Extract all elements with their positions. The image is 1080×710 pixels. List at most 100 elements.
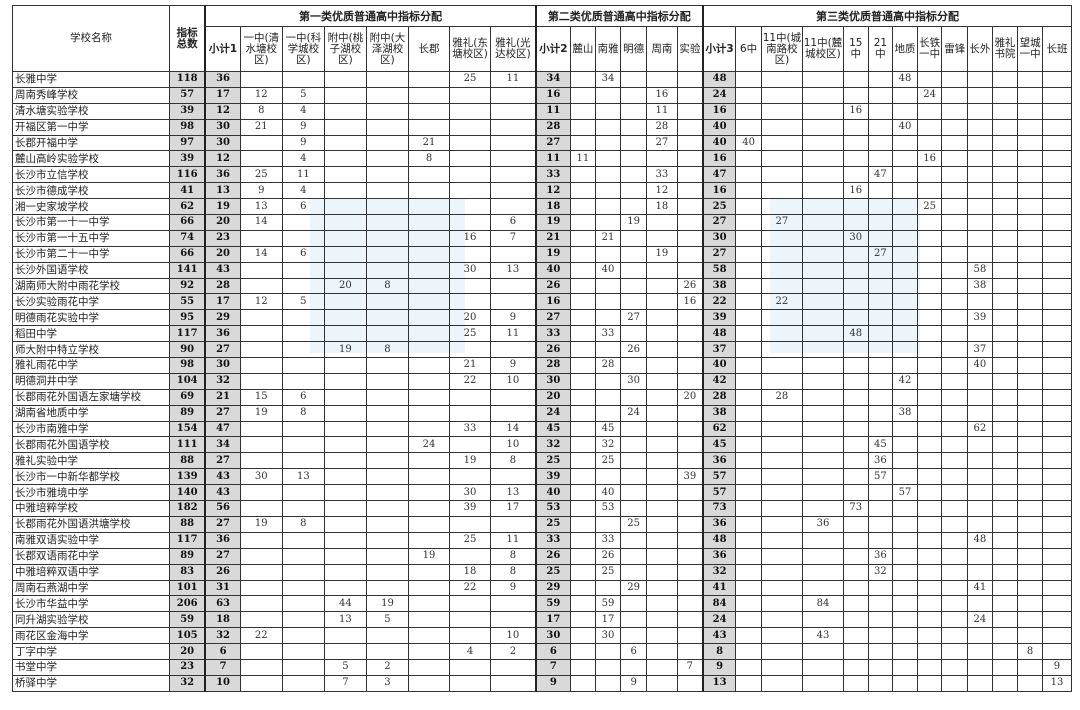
- quota-cell: [490, 388, 537, 406]
- quota-cell: [570, 484, 596, 502]
- quota-cell: [916, 325, 943, 343]
- quota-cell: [842, 261, 869, 279]
- quota-cell: [801, 420, 844, 438]
- quota-cell: [449, 102, 492, 120]
- quota-cell: [801, 547, 844, 565]
- quota-cell: [1041, 500, 1073, 517]
- total-cell: 88: [168, 515, 206, 533]
- quota-cell: [941, 277, 969, 295]
- quota-cell: [407, 420, 451, 438]
- quota-cell: [281, 372, 325, 390]
- subtotal-cell: 23: [204, 229, 241, 247]
- quota-cell: [594, 102, 622, 120]
- quota-cell: [867, 420, 894, 438]
- quota-cell: [490, 658, 537, 676]
- quota-cell: [842, 388, 869, 406]
- subtotal-cell: 20: [204, 245, 241, 263]
- column-header: 长班: [1041, 26, 1073, 72]
- quota-cell: [323, 71, 367, 88]
- quota-cell: [570, 579, 596, 597]
- quota-cell: [594, 404, 622, 422]
- quota-cell: [490, 293, 537, 311]
- quota-cell: [676, 245, 704, 263]
- subtotal-cell: 27: [204, 547, 241, 565]
- table-row: 长沙市第一十五中学 74 23 16 7 21 21 30 30: [12, 229, 1073, 247]
- quota-cell: [967, 293, 993, 311]
- subtotal-cell: 26: [534, 277, 572, 295]
- quota-cell: [735, 245, 762, 263]
- quota-cell: 8: [490, 452, 537, 470]
- quota-cell: [620, 245, 647, 263]
- quota-cell: [620, 71, 647, 88]
- column-header: 长郡: [407, 26, 451, 72]
- school-name-cell: 南雅双语实验中学: [12, 531, 170, 549]
- quota-cell: [323, 515, 367, 533]
- quota-cell: [892, 357, 918, 374]
- subtotal-cell: 32: [534, 436, 572, 454]
- quota-cell: [892, 388, 918, 406]
- quota-cell: [842, 531, 869, 549]
- subtotal-cell: 16: [701, 182, 737, 200]
- quota-cell: [676, 71, 704, 88]
- quota-cell: [594, 166, 622, 184]
- quota-cell: [645, 357, 678, 374]
- quota-cell: [941, 436, 969, 454]
- column-header: 附中(大泽湖校区): [365, 26, 410, 72]
- quota-cell: [281, 261, 325, 279]
- subtotal-cell: 57: [701, 468, 737, 486]
- quota-cell: [801, 357, 844, 374]
- quota-cell: [365, 579, 410, 597]
- quota-cell: [449, 150, 492, 168]
- quota-cell: [842, 547, 869, 565]
- quota-cell: [281, 229, 325, 247]
- quota-cell: [842, 277, 869, 295]
- quota-cell: [916, 71, 943, 88]
- quota-cell: [967, 150, 993, 168]
- quota-cell: 42: [892, 372, 918, 390]
- quota-cell: [941, 245, 969, 263]
- quota-cell: [801, 309, 844, 327]
- quota-cell: [239, 674, 283, 692]
- quota-cell: [991, 261, 1019, 279]
- quota-cell: [991, 500, 1019, 517]
- quota-cell: [760, 245, 803, 263]
- quota-cell: [842, 309, 869, 327]
- quota-cell: [842, 515, 869, 533]
- quota-cell: [620, 388, 647, 406]
- quota-cell: [867, 86, 894, 104]
- quota-cell: [760, 229, 803, 247]
- quota-cell: [1041, 166, 1073, 184]
- total-cell: 206: [168, 595, 206, 613]
- quota-cell: [1017, 484, 1043, 502]
- subtotal-cell: 26: [204, 563, 241, 581]
- quota-cell: [365, 325, 410, 343]
- quota-cell: [407, 182, 451, 200]
- subtotal-cell: 32: [701, 563, 737, 581]
- school-name-cell: 雅礼实验中学: [12, 452, 170, 470]
- quota-cell: [676, 420, 704, 438]
- subtotal-cell: 40: [701, 134, 737, 152]
- quota-cell: [645, 611, 678, 629]
- quota-cell: [570, 198, 596, 216]
- quota-cell: [1017, 595, 1043, 613]
- header-group-3: 第三类优质普通高中指标分配: [701, 5, 1072, 27]
- quota-cell: 17: [594, 611, 622, 629]
- total-cell: 41: [168, 182, 206, 200]
- quota-cell: 26: [676, 277, 704, 295]
- quota-cell: [490, 277, 537, 295]
- quota-cell: [801, 245, 844, 263]
- quota-cell: [239, 611, 283, 629]
- quota-cell: [842, 166, 869, 184]
- quota-cell: [735, 293, 762, 311]
- column-header: 雅礼(东塘校区): [449, 26, 492, 72]
- quota-cell: [801, 372, 844, 390]
- quota-cell: [239, 452, 283, 470]
- quota-cell: 2: [490, 643, 537, 660]
- quota-cell: 12: [645, 182, 678, 200]
- quota-cell: 16: [449, 229, 492, 247]
- quota-cell: [620, 420, 647, 438]
- quota-cell: [1017, 563, 1043, 581]
- school-name-cell: 长沙外国语学校: [12, 261, 170, 279]
- subtotal-cell: 16: [701, 102, 737, 120]
- quota-cell: [941, 293, 969, 311]
